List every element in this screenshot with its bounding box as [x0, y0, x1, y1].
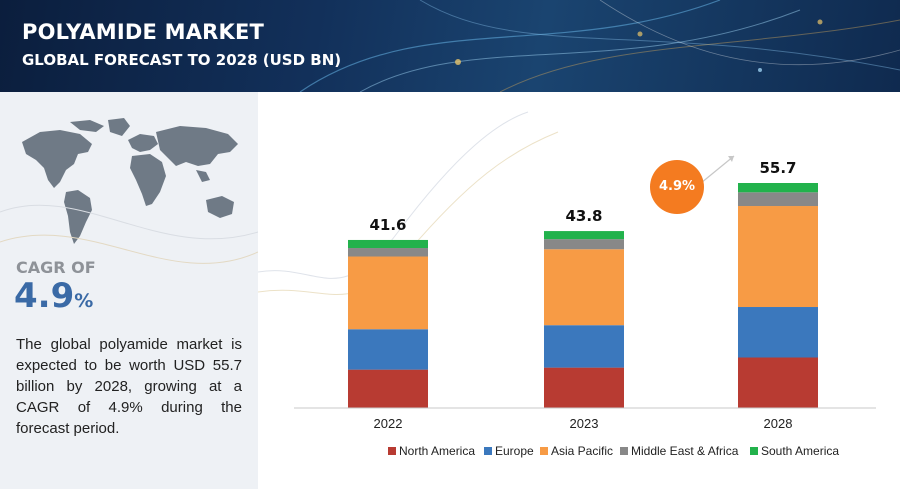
legend-swatch	[750, 447, 758, 455]
cagr-number: 4.9	[14, 276, 75, 316]
chart-swoosh-1	[258, 111, 529, 279]
x-tick-label-2023: 2023	[570, 416, 599, 431]
total-label-2023: 43.8	[565, 207, 602, 225]
x-tick-label-2028: 2028	[764, 416, 793, 431]
page-subtitle: GLOBAL FORECAST TO 2028 (USD BN)	[22, 51, 342, 69]
bar-2023-south-america	[544, 231, 624, 240]
bar-2028-asia-pacific	[738, 206, 818, 308]
bar-2022-europe	[348, 329, 428, 370]
bar-2028-south-america	[738, 183, 818, 193]
cagr-badge: 4.9%	[650, 160, 704, 214]
legend-label: North America	[399, 444, 475, 458]
bar-2022-south-america	[348, 239, 428, 249]
legend-item-asia-pacific: Asia Pacific	[540, 444, 613, 458]
legend-swatch	[540, 447, 548, 455]
legend-label: Europe	[495, 444, 534, 458]
stacked-bar-chart: 2022 2023 2028 41.6 43.8 55.7 North America E…	[258, 111, 876, 458]
bar-2022-asia-pacific	[348, 256, 428, 330]
bar-2022-north-america	[348, 369, 428, 408]
bar-2028-middle-east-africa	[738, 192, 818, 207]
summary-description: The global polyamide market is expected …	[16, 336, 242, 437]
legend-item-europe: Europe	[484, 444, 534, 458]
decorative-swoosh	[0, 204, 258, 264]
bar-2028-north-america	[738, 357, 818, 408]
bar-2023-middle-east-africa	[544, 239, 624, 250]
header-banner: POLYAMIDE MARKET GLOBAL FORECAST TO 2028…	[0, 0, 900, 92]
legend-label: Asia Pacific	[551, 444, 613, 458]
legend-item-south-america: South America	[750, 444, 839, 458]
legend-item-north-america: North America	[388, 444, 475, 458]
legend-swatch	[484, 447, 492, 455]
bar-2023-asia-pacific	[544, 249, 624, 326]
total-label-2022: 41.6	[369, 216, 406, 234]
cagr-value: 4.9%	[14, 276, 93, 316]
legend-item-middle-east-africa: Middle East & Africa	[620, 444, 739, 458]
bar-2028-europe	[738, 307, 818, 358]
page-title: POLYAMIDE MARKET	[22, 20, 265, 44]
banner-decoration	[299, 0, 900, 92]
legend-swatch	[388, 447, 396, 455]
bar-2023-north-america	[544, 367, 624, 408]
legend-label: South America	[761, 444, 839, 458]
bar-2022-middle-east-africa	[348, 248, 428, 257]
world-map-icon	[22, 118, 238, 244]
legend-swatch	[620, 447, 628, 455]
x-tick-label-2022: 2022	[374, 416, 403, 431]
bar-2023-europe	[544, 325, 624, 368]
summary-panel	[0, 92, 258, 489]
cagr-label: CAGR OF	[16, 258, 96, 277]
cagr-unit: %	[74, 290, 94, 312]
legend-label: Middle East & Africa	[631, 444, 739, 458]
total-label-2028: 55.7	[759, 159, 796, 177]
